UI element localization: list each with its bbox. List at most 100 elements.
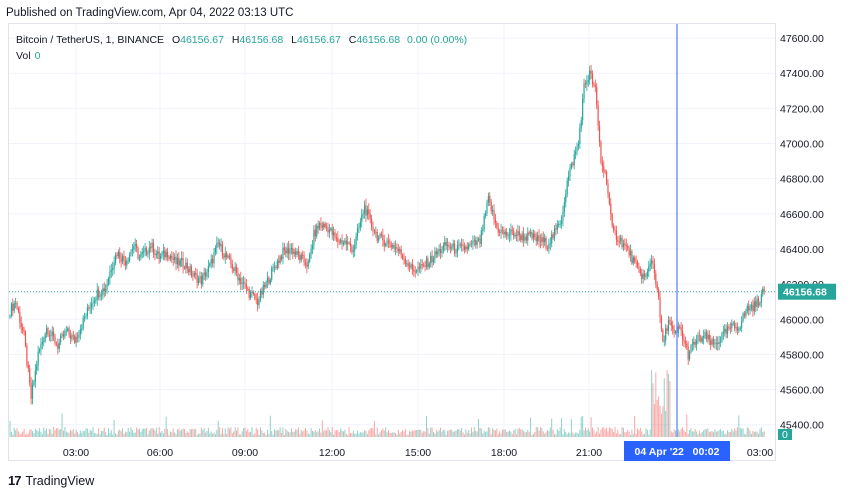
candle-body — [741, 320, 743, 328]
candle-body — [726, 326, 729, 334]
candle-body — [51, 331, 53, 336]
candle-body — [379, 234, 381, 238]
volume-bar — [631, 429, 633, 437]
candle-body — [684, 341, 686, 344]
candle-body — [61, 334, 63, 336]
candle-body — [143, 251, 145, 253]
volume-bar — [499, 431, 501, 437]
volume-bar — [406, 434, 408, 437]
volume-bar — [133, 432, 135, 437]
candle-body — [380, 234, 383, 236]
candle-body — [317, 225, 319, 229]
candle-body — [140, 253, 142, 258]
volume-bar — [610, 427, 612, 437]
chart-frame[interactable] — [8, 23, 776, 461]
candle-body — [325, 226, 328, 228]
volume-bar — [127, 427, 129, 437]
candle-body — [662, 329, 664, 342]
candle-body — [24, 331, 27, 346]
volume-bar — [130, 427, 132, 437]
candle-body — [224, 253, 226, 258]
volume-bar — [313, 431, 315, 437]
volume-bar — [548, 431, 550, 437]
candle-body — [171, 255, 173, 259]
candle-body — [159, 256, 162, 260]
candle-body — [570, 163, 572, 169]
volume-bar — [81, 432, 83, 437]
candle-body — [497, 227, 499, 233]
candle-body — [311, 245, 314, 249]
volume-label[interactable]: Vol — [16, 50, 31, 62]
candle-body — [469, 243, 471, 245]
candle-body — [78, 334, 80, 338]
candle-body — [300, 254, 302, 261]
low-label: L — [291, 34, 297, 46]
volume-bar — [82, 430, 84, 437]
candle-body — [506, 231, 508, 236]
volume-bar — [530, 417, 532, 437]
volume-bar — [293, 431, 295, 437]
candle-body — [272, 267, 274, 269]
candle-body — [227, 255, 229, 258]
symbol-label[interactable]: Bitcoin / TetherUS, 1, BINANCE — [16, 34, 165, 46]
volume-bar — [544, 433, 546, 437]
tradingview-logo[interactable]: 17 TradingView — [8, 473, 94, 488]
volume-bar — [554, 434, 556, 437]
volume-bar — [227, 427, 229, 437]
volume-bar — [359, 432, 361, 437]
candle-body — [249, 292, 252, 298]
candle-body — [74, 335, 76, 343]
candle-body — [622, 243, 625, 248]
volume-bar — [126, 432, 128, 437]
volume-bar — [358, 433, 360, 437]
volume-bar — [236, 430, 238, 437]
candle-body — [354, 245, 356, 251]
candle-body — [484, 213, 487, 216]
candle-body — [515, 235, 518, 236]
low-value: 46156.67 — [297, 34, 341, 46]
volume-bar — [275, 430, 277, 437]
candle-body — [590, 70, 592, 74]
volume-bar — [341, 430, 343, 437]
candle-body — [141, 252, 143, 254]
candle-body — [261, 290, 263, 295]
candle-body — [545, 237, 547, 249]
volume-bar — [693, 431, 695, 437]
candle-body — [86, 307, 88, 316]
candle-body — [503, 230, 505, 235]
volume-bar — [480, 428, 482, 437]
candle-body — [255, 298, 257, 300]
candle-body — [541, 237, 543, 242]
candle-body — [334, 232, 336, 238]
candle-body — [150, 247, 152, 249]
volume-bar — [710, 431, 712, 437]
candle-body — [128, 254, 131, 261]
candle-body — [314, 229, 316, 237]
volume-bar — [469, 433, 471, 437]
candle-body — [427, 258, 429, 268]
volume-bar — [20, 433, 22, 437]
volume-bar — [646, 429, 648, 437]
candle-body — [290, 248, 292, 250]
volume-bar — [268, 434, 270, 437]
volume-bar — [696, 431, 698, 437]
volume-bar — [157, 433, 159, 437]
candle-body — [569, 168, 571, 177]
candle-body — [593, 84, 595, 86]
volume-bar — [425, 415, 427, 437]
candle-body — [297, 250, 300, 255]
candle-body — [375, 231, 377, 233]
volume-bar — [455, 430, 457, 437]
volume-bar — [600, 429, 602, 437]
candle-body — [98, 289, 100, 298]
candle-body — [487, 195, 489, 203]
volume-bar — [417, 429, 419, 437]
candle-body — [233, 269, 235, 271]
volume-bar — [231, 433, 233, 437]
candle-body — [477, 238, 480, 241]
candle-body — [452, 243, 454, 247]
time-tick-label: 06:00 — [147, 447, 173, 459]
price-tick-label: 47000.00 — [780, 139, 824, 151]
candle-body — [352, 250, 354, 252]
